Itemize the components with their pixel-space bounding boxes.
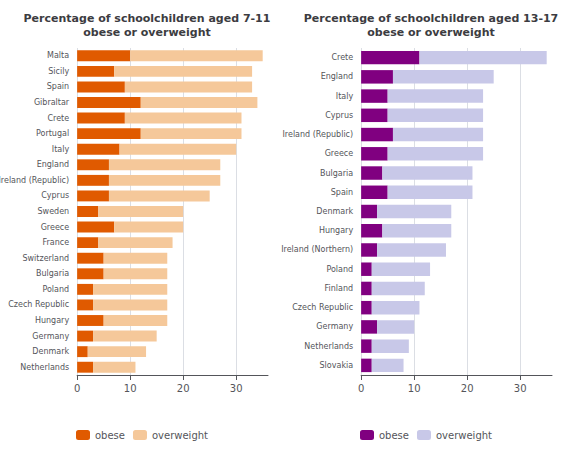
svg-text:Finland: Finland [325,284,354,293]
svg-text:Italy: Italy [336,92,354,101]
svg-text:Crete: Crete [331,53,353,62]
svg-text:Germany: Germany [316,322,353,331]
svg-text:Poland: Poland [326,265,353,274]
svg-text:Crete: Crete [47,114,69,123]
svg-text:obese or overweight: obese or overweight [83,26,211,39]
svg-text:overweight: overweight [436,430,492,441]
svg-text:Percentage of schoolchildren a: Percentage of schoolchildren aged 7-11 [24,12,271,25]
svg-text:Spain: Spain [331,188,353,197]
svg-text:Germany: Germany [32,332,69,341]
svg-text:Netherlands: Netherlands [304,342,353,351]
svg-text:Hungary: Hungary [35,316,69,325]
svg-text:Malta: Malta [47,51,69,60]
svg-text:Ireland (Republic): Ireland (Republic) [0,176,69,185]
svg-text:Gibraltar: Gibraltar [34,98,70,107]
svg-text:30: 30 [514,383,527,394]
svg-text:Ireland (Northern): Ireland (Northern) [281,245,353,254]
svg-text:Spain: Spain [47,82,69,91]
svg-text:France: France [43,238,70,247]
svg-text:Ireland (Republic): Ireland (Republic) [282,130,353,139]
svg-text:Switzerland: Switzerland [22,254,69,263]
svg-text:Sicily: Sicily [48,67,69,76]
svg-text:0: 0 [358,383,364,394]
svg-text:Cyprus: Cyprus [325,111,353,120]
svg-text:England: England [37,160,69,169]
svg-text:Sweden: Sweden [38,207,70,216]
svg-text:Greece: Greece [325,149,354,158]
svg-text:Bulgaria: Bulgaria [36,269,69,278]
svg-text:Cyprus: Cyprus [41,191,69,200]
svg-text:Portugal: Portugal [36,129,69,138]
svg-text:obese: obese [95,430,125,441]
svg-text:Denmark: Denmark [316,207,353,216]
svg-text:Greece: Greece [41,223,70,232]
svg-text:Poland: Poland [42,285,69,294]
svg-text:Denmark: Denmark [32,347,69,356]
svg-text:Hungary: Hungary [319,226,353,235]
svg-text:Bulgaria: Bulgaria [320,169,353,178]
svg-text:obese or overweight: obese or overweight [367,26,495,39]
svg-text:0: 0 [74,383,80,394]
svg-text:obese: obese [379,430,409,441]
svg-text:Percentage of schoolchildren a: Percentage of schoolchildren aged 13-17 [304,12,559,25]
svg-text:30: 30 [230,383,243,394]
svg-text:Czech Republic: Czech Republic [292,303,353,312]
svg-text:10: 10 [124,383,137,394]
svg-text:Netherlands: Netherlands [20,363,69,372]
svg-text:Italy: Italy [52,145,70,154]
svg-text:Czech Republic: Czech Republic [8,300,69,309]
svg-text:20: 20 [177,383,190,394]
svg-text:overweight: overweight [152,430,208,441]
svg-text:10: 10 [408,383,421,394]
svg-text:Slovakia: Slovakia [320,361,354,370]
svg-text:England: England [321,72,353,81]
svg-text:20: 20 [461,383,474,394]
